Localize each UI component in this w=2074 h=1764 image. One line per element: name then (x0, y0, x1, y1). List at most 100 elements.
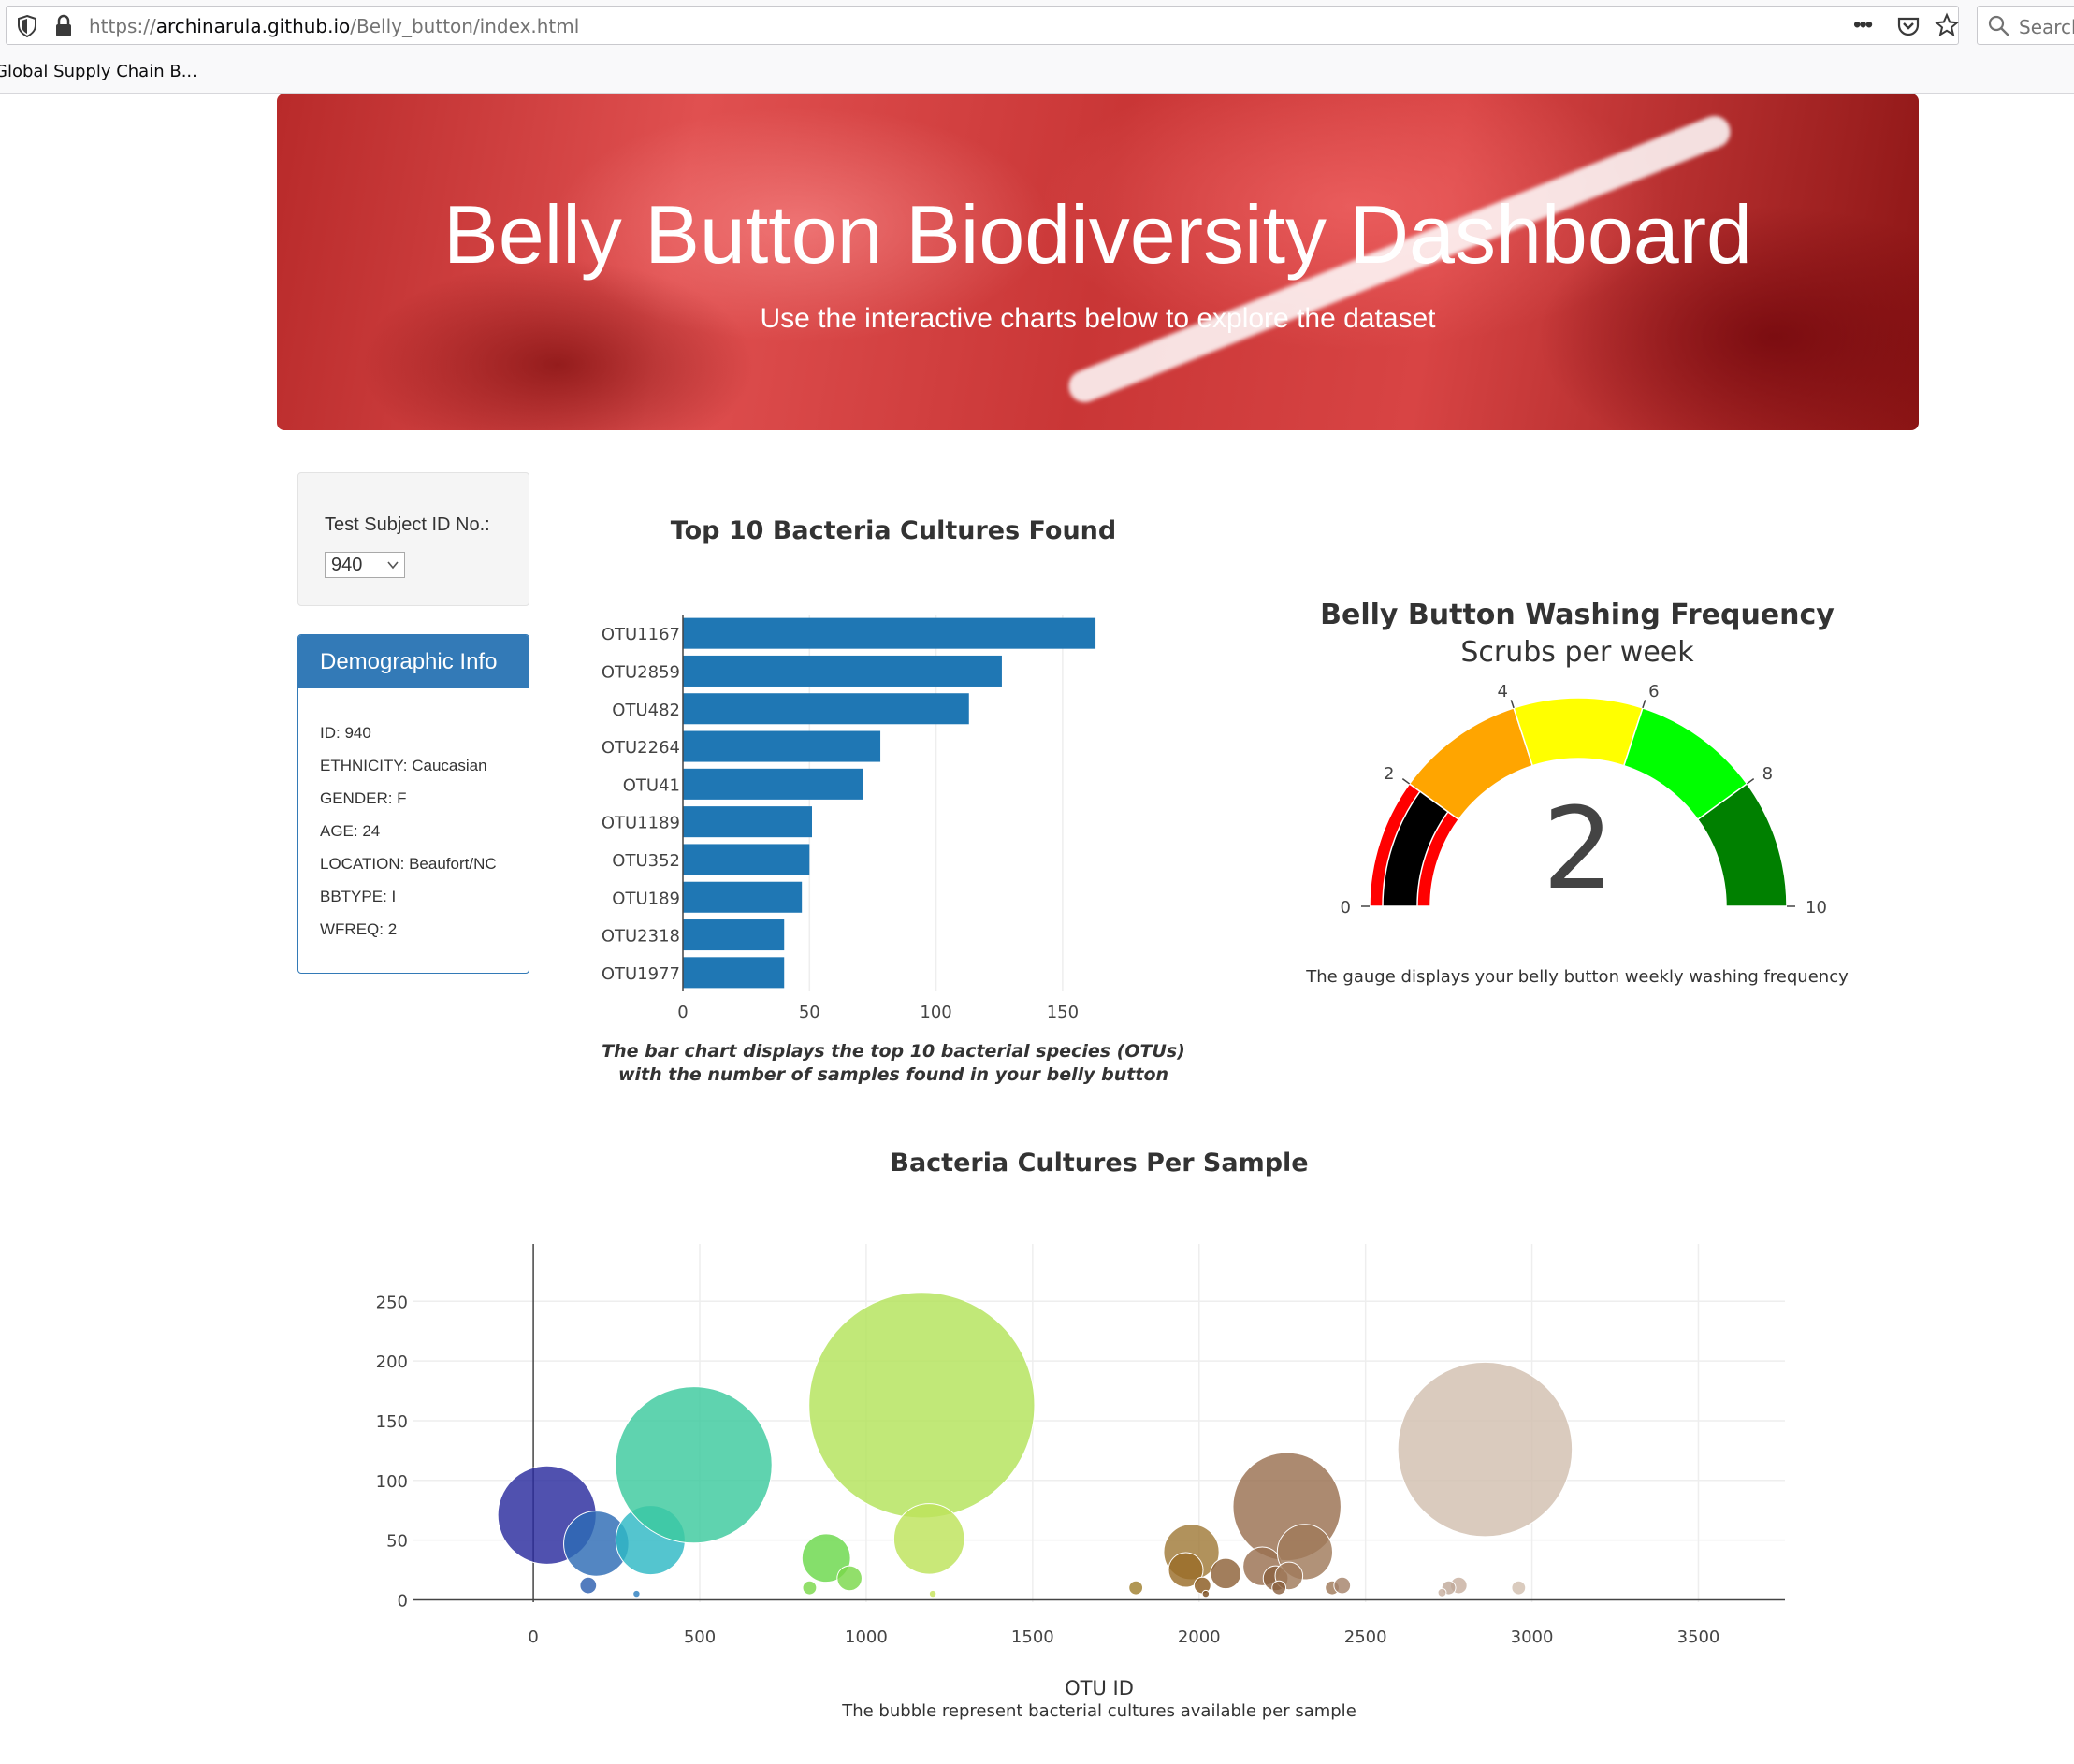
bubble (802, 1580, 818, 1596)
demographic-row: ID: 940 (320, 724, 371, 742)
bubble-x-tick-label: 2500 (1344, 1627, 1387, 1647)
bubble-y-tick-label: 100 (376, 1472, 408, 1492)
gauge-title: Belly Button Washing Frequency (1320, 599, 1835, 631)
bubble (1276, 1524, 1334, 1581)
page-actions-menu-button[interactable]: ••• (1853, 12, 1873, 37)
bar (683, 693, 969, 725)
bar (683, 919, 785, 951)
chevron-down-icon (387, 561, 399, 570)
gauge-value-number: 2 (1543, 785, 1614, 915)
page-title: Belly Button Biodiversity Dashboard (443, 188, 1752, 281)
search-icon (1988, 15, 2009, 36)
bar-x-tick-label: 150 (1047, 1003, 1079, 1022)
bubble (615, 1386, 773, 1544)
bubble (1242, 1546, 1283, 1586)
bubble (928, 1589, 937, 1598)
gauge-tick-label: 8 (1762, 764, 1773, 784)
bar-y-tick-label: OTU1167 (602, 625, 680, 644)
bar-y-tick-label: OTU1977 (602, 964, 680, 984)
bookmark-star-icon[interactable] (1934, 12, 1960, 38)
bubble-x-tick-label: 2000 (1178, 1627, 1221, 1647)
url-bar[interactable]: https://archinarula.github.io/Belly_butt… (6, 6, 1960, 45)
shield-icon[interactable] (16, 14, 38, 38)
bar (683, 768, 863, 800)
demographic-row: ETHNICITY: Caucasian (320, 757, 487, 774)
bookmark-link[interactable]: Global Supply Chain B... (0, 62, 197, 81)
bubble (892, 1503, 965, 1575)
bubble (615, 1505, 686, 1576)
subject-id-value: 940 (331, 555, 363, 575)
pocket-icon[interactable] (1896, 14, 1921, 38)
demographic-row: BBTYPE: I (320, 888, 397, 905)
bubble-y-tick-label: 250 (376, 1293, 408, 1312)
demographic-row: AGE: 24 (320, 822, 381, 840)
bubble (1274, 1561, 1304, 1591)
bar (683, 617, 1096, 649)
gauge-tick (1401, 778, 1411, 785)
bubble (1232, 1452, 1342, 1562)
bubble-y-tick-label: 50 (386, 1532, 408, 1552)
bubble-chart-caption: The bubble represent bacterial cultures … (842, 1701, 1356, 1721)
bubble (1397, 1361, 1574, 1538)
bubble (801, 1533, 851, 1583)
bar (683, 881, 803, 913)
bar-y-tick-label: OTU189 (612, 889, 680, 908)
bar-x-tick-label: 100 (920, 1003, 951, 1022)
gauge-step (1369, 782, 1460, 907)
subject-id-select[interactable]: 940 (325, 552, 405, 578)
bubble-y-tick-label: 200 (376, 1352, 408, 1372)
gauge-tick-label: 0 (1341, 898, 1351, 918)
bubble (632, 1589, 641, 1598)
bubble (1441, 1580, 1457, 1596)
search-bar[interactable]: Search (1977, 6, 2074, 45)
bubble (1210, 1557, 1241, 1590)
bar-chart-caption: The bar chart displays the top 10 bacter… (580, 1040, 1207, 1087)
url-text[interactable]: https://archinarula.github.io/Belly_butt… (89, 15, 579, 37)
bubble (1262, 1565, 1289, 1592)
page-subtitle: Use the interactive charts below to expl… (760, 303, 1436, 334)
bubble-x-tick-label: 3000 (1511, 1627, 1554, 1647)
bubble (808, 1292, 1036, 1519)
bar-y-tick-label: OTU1189 (602, 814, 680, 833)
gauge-tick-label: 6 (1648, 682, 1659, 701)
bubble (1201, 1589, 1211, 1598)
bubble-x-tick-label: 1000 (845, 1627, 888, 1647)
gauge-tick-label: 4 (1497, 682, 1507, 701)
bar-y-tick-label: OTU41 (623, 775, 680, 795)
gauge-step (1696, 782, 1788, 907)
bubble (1128, 1580, 1144, 1596)
bar (683, 844, 810, 875)
bar-chart-caption-line1: The bar chart displays the top 10 bacter… (602, 1041, 1185, 1062)
bubble (1193, 1576, 1211, 1595)
url-path: /Belly_button/index.html (350, 15, 580, 37)
bubble-y-tick-label: 150 (376, 1412, 408, 1432)
bubble-x-tick-label: 1500 (1011, 1627, 1054, 1647)
lock-icon[interactable] (53, 14, 74, 38)
bubble (1325, 1580, 1340, 1596)
bubble-x-tick-label: 0 (528, 1627, 538, 1647)
gauge-step (1408, 706, 1534, 821)
gauge-step (1622, 706, 1748, 821)
bubble-x-tick-label: 3500 (1677, 1627, 1720, 1647)
gauge-tick (1642, 700, 1646, 709)
gauge-tick-label: 10 (1806, 898, 1827, 918)
bubble (1333, 1576, 1352, 1595)
demographic-row: GENDER: F (320, 789, 407, 807)
demographic-info-body: ID: 940 ETHNICITY: Caucasian GENDER: F A… (298, 688, 529, 946)
bar-x-tick-label: 50 (799, 1003, 820, 1022)
bubble (1511, 1580, 1527, 1596)
bubble (1449, 1576, 1468, 1595)
gauge-step (1513, 697, 1644, 767)
bubble-x-tick-label: 500 (684, 1627, 716, 1647)
demographic-info-heading: Demographic Info (298, 635, 529, 688)
gauge-subtitle: Scrubs per week (1460, 636, 1694, 669)
bubble-chart-xlabel: OTU ID (1065, 1677, 1134, 1699)
bubble-chart-title: Bacteria Cultures Per Sample (890, 1149, 1309, 1178)
bubble (1437, 1587, 1447, 1598)
demographic-row: LOCATION: Beaufort/NC (320, 855, 497, 873)
url-domain: archinarula.github.io (155, 15, 351, 37)
bubble (563, 1511, 630, 1577)
bubble (579, 1576, 598, 1595)
bar (683, 957, 785, 989)
demographic-row: WFREQ: 2 (320, 920, 398, 938)
